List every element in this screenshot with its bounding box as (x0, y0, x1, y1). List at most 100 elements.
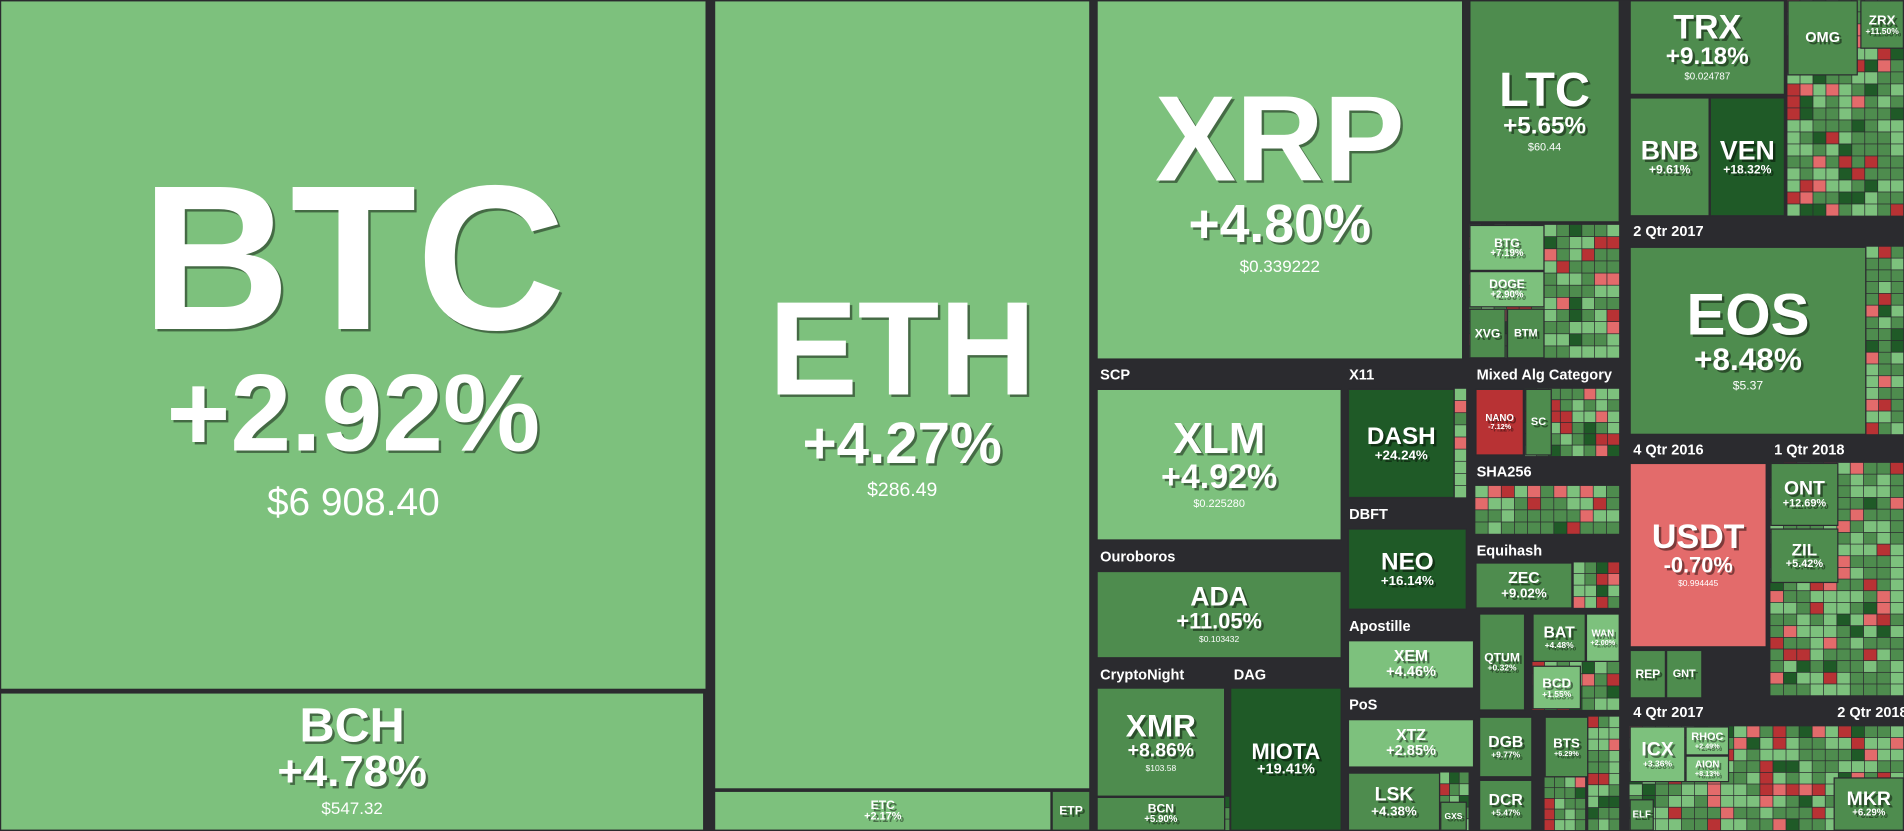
tile[interactable] (1833, 777, 1904, 831)
tile-change: +5.47% (1491, 808, 1521, 818)
cell (1850, 462, 1864, 474)
tile[interactable] (1860, 0, 1904, 49)
tile[interactable] (1629, 462, 1767, 648)
tile[interactable] (1629, 246, 1867, 435)
tile-price: $60.44 (1528, 142, 1561, 154)
tile[interactable] (1347, 528, 1467, 610)
cell (1760, 795, 1773, 807)
tile[interactable] (1629, 97, 1710, 217)
tile[interactable] (1665, 649, 1703, 699)
cell (1575, 798, 1586, 809)
cell (1629, 784, 1642, 796)
tile[interactable] (1230, 687, 1342, 831)
tile[interactable] (1629, 0, 1785, 95)
tile-symbol: ETC (871, 798, 895, 812)
cell (1823, 684, 1837, 696)
tile[interactable] (1478, 779, 1533, 831)
cell (1707, 784, 1721, 796)
tile-change: +2.49% (1695, 742, 1720, 751)
tile[interactable] (1787, 0, 1858, 76)
tile[interactable] (0, 692, 705, 831)
tile[interactable] (1506, 308, 1545, 359)
tile[interactable] (1096, 388, 1342, 541)
tile[interactable] (1478, 716, 1533, 778)
cell (1584, 400, 1596, 411)
tile[interactable] (1685, 726, 1730, 756)
cell (1596, 562, 1608, 574)
cell (1681, 807, 1695, 819)
tile[interactable] (1709, 97, 1785, 217)
tile-symbol: BCH (300, 699, 405, 753)
cell (1891, 270, 1904, 282)
cell (1608, 573, 1620, 585)
cell (1608, 388, 1620, 400)
tile[interactable] (1347, 719, 1475, 768)
tile[interactable] (1469, 0, 1620, 223)
cell (1594, 249, 1607, 261)
cell (1609, 739, 1620, 751)
tile[interactable] (1629, 726, 1686, 783)
tile[interactable] (714, 790, 1052, 831)
cell (1865, 132, 1878, 144)
tile-symbol: WAN (1592, 628, 1615, 639)
cell (1825, 726, 1838, 738)
cell (1606, 510, 1620, 522)
cell (1760, 819, 1773, 831)
tile[interactable] (1585, 613, 1620, 663)
tile-change: +16.14% (1381, 573, 1434, 588)
tile[interactable] (1475, 562, 1573, 609)
cell (1852, 204, 1865, 216)
cell (1813, 168, 1826, 180)
tile[interactable] (1478, 613, 1526, 711)
tile[interactable] (1440, 801, 1467, 831)
tile[interactable] (1532, 613, 1586, 663)
cell (1787, 168, 1800, 180)
cell (1891, 293, 1904, 305)
cell (1783, 591, 1797, 603)
tile[interactable] (0, 0, 707, 690)
tile[interactable] (1347, 388, 1455, 499)
cell (1760, 749, 1773, 761)
tile-symbol: AION (1695, 759, 1719, 770)
tile[interactable] (1770, 528, 1839, 584)
tile[interactable] (1347, 772, 1441, 831)
tile[interactable] (1469, 271, 1545, 308)
cell (1655, 784, 1669, 796)
cell (1787, 144, 1800, 156)
cell (1527, 522, 1541, 534)
cell (1813, 204, 1826, 216)
cell (1560, 434, 1572, 445)
cell (1878, 340, 1891, 352)
cell (1608, 411, 1620, 423)
cell (1865, 204, 1878, 216)
tile[interactable] (714, 0, 1091, 790)
cell (1454, 449, 1467, 461)
tile[interactable] (1469, 224, 1545, 271)
tile[interactable] (1096, 687, 1226, 797)
tile[interactable] (1685, 755, 1730, 783)
tile[interactable] (1532, 665, 1581, 710)
tile[interactable] (1096, 0, 1464, 360)
tile[interactable] (1525, 388, 1552, 456)
group-label: SCP (1100, 367, 1130, 383)
tile[interactable] (1629, 799, 1654, 831)
cell (1839, 108, 1852, 120)
tile[interactable] (1629, 649, 1666, 699)
tile[interactable] (1096, 796, 1226, 831)
tile[interactable] (1096, 570, 1342, 659)
tile-symbol: ZEC (1508, 570, 1540, 587)
cell (1557, 285, 1569, 297)
tile-change: +2.90% (1490, 289, 1524, 300)
tile[interactable] (1347, 640, 1475, 689)
cell (1890, 509, 1904, 521)
tile-symbol: ICX (1641, 739, 1673, 761)
cell (1734, 784, 1747, 796)
tile[interactable] (1475, 388, 1524, 456)
tile[interactable] (1770, 462, 1839, 526)
cell (1812, 795, 1825, 807)
cell (1454, 400, 1467, 413)
cell (1866, 270, 1879, 282)
tile[interactable] (1051, 790, 1091, 831)
tile[interactable] (1544, 716, 1589, 778)
tile[interactable] (1469, 308, 1506, 359)
